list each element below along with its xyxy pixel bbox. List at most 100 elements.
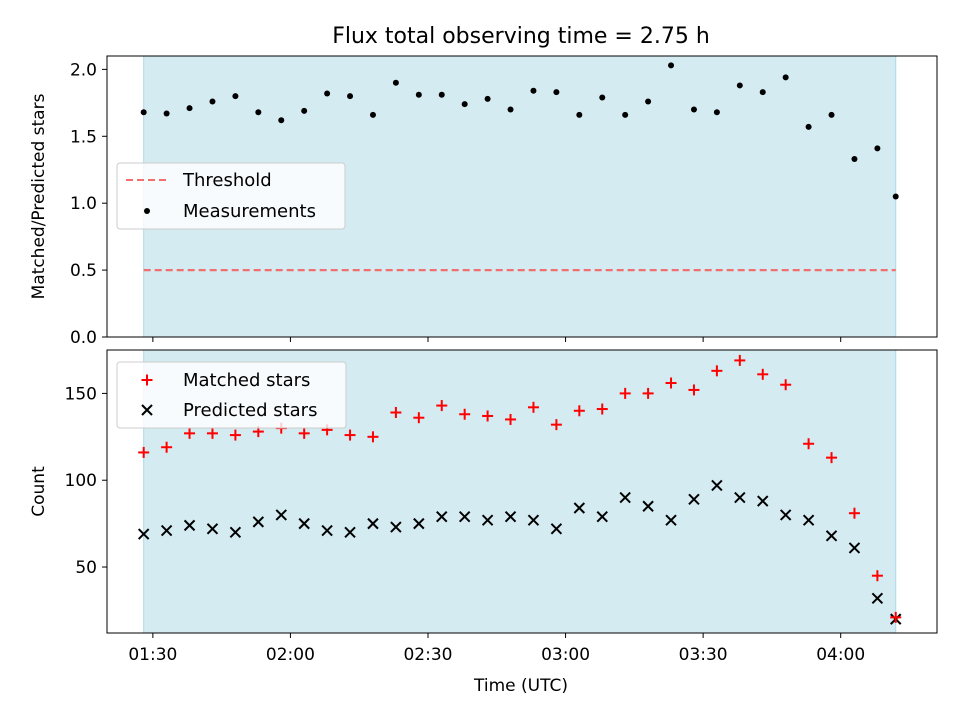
- x-axis-label: Time (UTC): [473, 676, 568, 696]
- predicted-stars-point: [252, 516, 265, 528]
- measurement-point: [892, 193, 899, 200]
- y-tick-label: 1.5: [70, 127, 97, 147]
- measurement-point: [484, 95, 491, 102]
- predicted-stars-point: [137, 528, 150, 540]
- predicted-stars-point: [642, 500, 654, 512]
- x-tick-label: 02:30: [403, 645, 452, 665]
- measurement-point: [645, 98, 652, 105]
- y-tick-label: 0.0: [70, 328, 97, 348]
- measurement-point: [668, 62, 675, 69]
- ratio-panel: 0.00.51.01.52.0 Matched/Predicted stars …: [29, 55, 938, 348]
- legend-measurements-label: Measurements: [183, 201, 316, 222]
- predicted-stars-point: [321, 524, 333, 537]
- predicted-stars-point: [573, 502, 586, 514]
- y-tick-label: 50: [75, 558, 97, 578]
- matched-stars-point: [826, 452, 838, 464]
- measurement-point: [369, 111, 376, 118]
- predicted-stars-point: [504, 510, 517, 523]
- matched-stars-point: [780, 379, 792, 391]
- predicted-stars-point: [367, 517, 379, 530]
- measurement-point: [255, 109, 262, 116]
- matched-stars-point: [298, 427, 310, 439]
- matched-stars-point: [665, 377, 677, 389]
- matched-stars-point: [184, 427, 196, 439]
- matched-stars-point: [890, 611, 902, 623]
- ratio-plot-frame: [106, 55, 938, 338]
- x-tick-label: 01:30: [128, 645, 177, 665]
- measurement-point: [576, 111, 583, 118]
- predicted-stars-point: [848, 542, 861, 554]
- predicted-stars-point: [436, 510, 448, 523]
- measurement-point: [461, 101, 468, 108]
- predicted-stars-point: [458, 510, 471, 523]
- x-tick-label: 03:30: [679, 645, 728, 665]
- predicted-stars-point: [183, 519, 196, 532]
- matched-stars-point: [161, 441, 173, 453]
- predicted-stars-point: [550, 523, 563, 535]
- y-tick-label: 100: [65, 471, 97, 491]
- measurement-point: [347, 93, 354, 100]
- predicted-stars-point: [275, 509, 287, 521]
- predicted-stars-point: [711, 479, 723, 492]
- legend-predicted-swatch: [141, 404, 153, 416]
- measurement-point: [278, 117, 285, 124]
- measurement-point: [713, 109, 720, 116]
- measurement-point: [599, 94, 606, 101]
- measurement-point: [828, 111, 835, 118]
- predicted-stars-point: [779, 509, 792, 521]
- matched-stars-point: [757, 368, 769, 380]
- matched-stars-point: [436, 400, 448, 412]
- matched-stars-point: [138, 446, 150, 458]
- matched-stars-point: [344, 429, 356, 441]
- matched-stars-point: [642, 387, 654, 399]
- matched-stars-point: [848, 507, 860, 519]
- matched-stars-point: [459, 408, 471, 420]
- matched-stars-point: [688, 384, 700, 396]
- x-tick-label: 02:00: [266, 645, 315, 665]
- measurement-point: [690, 106, 697, 113]
- measurement-point: [209, 98, 216, 105]
- y-tick-label: 150: [65, 384, 97, 404]
- measurement-point: [301, 107, 308, 114]
- measurement-point: [324, 90, 331, 97]
- predicted-stars-point: [413, 517, 425, 530]
- matched-stars-point: [482, 410, 494, 422]
- measurement-point: [874, 145, 881, 152]
- matched-stars-point: [229, 429, 241, 441]
- predicted-stars-point: [871, 592, 884, 604]
- y-tick-label: 2.0: [70, 60, 97, 80]
- legend-predicted-label: Predicted stars: [183, 400, 317, 421]
- y-tick-label: 0.5: [70, 261, 97, 281]
- legend-threshold-label: Threshold: [182, 170, 272, 191]
- measurement-point: [553, 89, 560, 96]
- matched-stars-point: [711, 365, 723, 377]
- matched-stars-point: [367, 431, 379, 443]
- measurement-point: [622, 111, 629, 118]
- legend-measurements-swatch: [144, 208, 150, 214]
- predicted-stars-point: [665, 514, 677, 526]
- measurement-point: [392, 79, 399, 86]
- ratio-legend-box: [116, 162, 346, 230]
- matched-stars-point: [573, 405, 585, 417]
- measurement-point: [759, 89, 766, 96]
- ratio-y-axis-label: Matched/Predicted stars: [29, 93, 49, 299]
- predicted-stars-point: [160, 524, 173, 537]
- measurement-point: [415, 91, 422, 98]
- x-tick-label: 03:00: [541, 645, 590, 665]
- predicted-stars-point: [390, 521, 402, 533]
- x-tick-label: 04:00: [816, 645, 865, 665]
- measurement-point: [507, 106, 514, 113]
- predicted-stars-point: [481, 514, 494, 526]
- predicted-stars-point: [344, 526, 356, 539]
- measurement-point: [530, 87, 537, 94]
- measurement-point: [163, 110, 170, 117]
- predicted-stars-point: [527, 514, 540, 526]
- count-legend-box: [116, 361, 347, 429]
- y-tick-label: 1.0: [70, 194, 97, 214]
- predicted-stars-point: [734, 491, 746, 504]
- legend-matched-label: Matched stars: [183, 370, 310, 391]
- matched-stars-point: [619, 387, 631, 399]
- predicted-stars-point: [825, 530, 838, 542]
